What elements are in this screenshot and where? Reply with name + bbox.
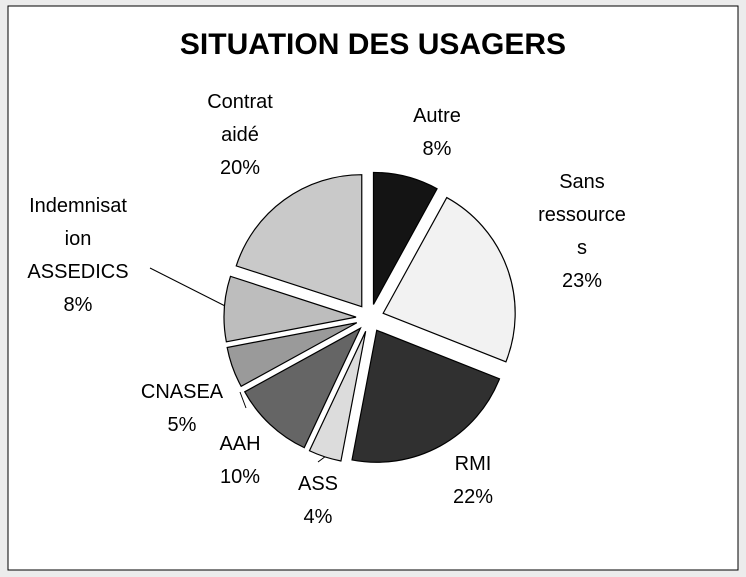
slice-label: Indemnisat ion ASSEDICS [27,195,128,283]
slice-value-label: 23% [562,270,602,292]
slice-value-label: 5% [168,414,197,436]
pie-slice [235,174,363,308]
slice-value-label: 22% [453,486,493,508]
slice-label: AAH [219,433,260,455]
slice-value-label: 8% [64,294,93,316]
chart-title: SITUATION DES USAGERS [180,28,566,61]
slice-label: CNASEA [141,381,224,403]
leader-line [149,267,238,313]
pie-slice [372,171,438,305]
pie-slice [243,326,362,449]
slice-label: Autre [413,105,461,127]
pie-slice [382,196,516,363]
slice-label: Contrat aidé [207,91,273,146]
pie-slice [226,322,358,388]
slice-label: RMI [455,453,492,475]
pie-slice [223,275,357,343]
slice-label: Sans ressource s [538,171,626,259]
pie-slice [308,331,367,462]
pie-slice [351,329,501,463]
slice-label: ASS [298,473,338,495]
slice-value-label: 20% [220,157,260,179]
slice-value-label: 4% [304,506,333,528]
leader-line [239,391,247,409]
slice-value-label: 10% [220,466,260,488]
slice-value-label: 8% [423,138,452,160]
